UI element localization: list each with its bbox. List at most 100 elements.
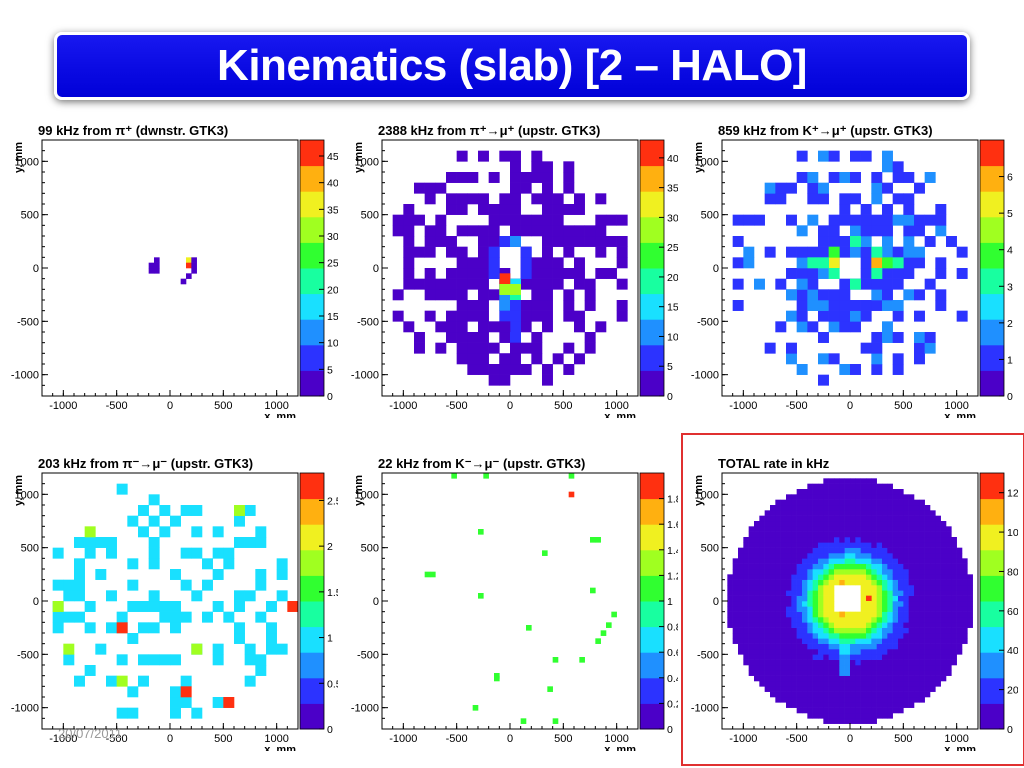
heatmap-cell	[860, 214, 872, 226]
heatmap-cell	[844, 627, 851, 634]
colorbar-tick-label: 0.8	[667, 622, 678, 634]
heatmap-cell	[956, 627, 963, 634]
heatmap-cell	[956, 595, 963, 602]
heatmap-cell	[940, 569, 947, 575]
heatmap-cell	[403, 236, 415, 247]
heatmap-cell	[892, 172, 904, 183]
heatmap-cell	[871, 214, 883, 226]
heatmap-cell	[84, 547, 96, 559]
heatmap-cell	[924, 579, 931, 586]
heatmap-cell	[770, 595, 776, 602]
heatmap-cell	[743, 537, 749, 543]
heatmap-cell	[786, 633, 792, 639]
x-tick-label: -500	[446, 400, 468, 412]
x-tick-label: -1000	[49, 400, 77, 412]
heatmap-cell	[855, 643, 861, 650]
heatmap-cell	[919, 590, 925, 596]
heatmap-cell	[802, 707, 808, 714]
heatmap-cell	[834, 633, 840, 639]
heatmap-cell	[796, 681, 803, 687]
heatmap-cell	[892, 670, 899, 676]
heatmap-cell	[823, 558, 829, 564]
heatmap-cell	[860, 204, 872, 215]
colorbar-segment	[640, 370, 664, 397]
heatmap-cell	[962, 611, 968, 618]
heatmap-cell	[887, 649, 893, 655]
colorbar-segment	[980, 626, 1004, 653]
heatmap-cell	[866, 681, 872, 687]
heatmap-cell	[791, 659, 797, 666]
heatmap-cell	[962, 617, 968, 623]
heatmap-cell	[850, 521, 856, 527]
heatmap-cell	[170, 611, 181, 623]
heatmap-cell	[74, 537, 85, 548]
heatmap-cell	[786, 521, 792, 527]
colorbar-tick-label: 10	[667, 331, 678, 343]
heatmap-cell	[898, 606, 904, 612]
heatmap-cell	[732, 236, 744, 247]
heatmap-cell	[802, 601, 808, 607]
heatmap-cell	[866, 569, 872, 575]
y-tick-label: -500	[17, 316, 39, 328]
heatmap-cell	[786, 654, 792, 660]
heatmap-cell	[866, 574, 872, 580]
heatmap-cell	[935, 611, 941, 618]
heatmap-cell	[828, 289, 840, 301]
heatmap-cell	[914, 246, 925, 258]
heatmap-cell	[531, 161, 543, 173]
heatmap-cell	[764, 563, 771, 570]
heatmap-cell	[802, 510, 808, 516]
heatmap-cell	[882, 633, 888, 639]
heatmap-cell	[732, 569, 739, 575]
heatmap-cell	[748, 569, 755, 575]
heatmap-cell	[860, 483, 867, 490]
heatmap-cell	[786, 569, 792, 575]
heatmap-cell	[191, 257, 197, 263]
heatmap-cell	[754, 622, 760, 628]
heatmap-cell	[180, 579, 192, 591]
heatmap-cell	[818, 489, 824, 495]
heatmap-cell	[818, 713, 824, 719]
heatmap-cell	[563, 204, 575, 215]
heatmap-cell	[234, 622, 245, 634]
heatmap-cell	[823, 505, 829, 511]
heatmap-cell	[962, 622, 968, 628]
heatmap-cell	[914, 574, 920, 580]
heatmap-cell	[738, 563, 744, 570]
colorbar-tick-label: 10	[327, 338, 338, 350]
heatmap-cell	[839, 649, 845, 655]
heatmap-cell	[924, 670, 931, 676]
heatmap-cell	[850, 691, 856, 698]
heatmap-cell	[796, 702, 803, 708]
heatmap-cell	[424, 246, 436, 258]
heatmap-cell	[823, 713, 829, 719]
heatmap-cell	[887, 569, 893, 575]
heatmap-cell	[903, 547, 909, 554]
heatmap-cell	[802, 681, 808, 687]
heatmap-cell	[584, 332, 596, 343]
heatmap-cell	[770, 617, 776, 623]
heatmap-cell	[520, 182, 532, 194]
heatmap-cell	[748, 633, 755, 639]
heatmap-cell	[818, 649, 824, 655]
heatmap-cell	[850, 670, 856, 676]
heatmap-cell	[839, 691, 845, 698]
heatmap-cell	[818, 150, 829, 162]
heatmap-cell	[770, 505, 776, 511]
heatmap-cell	[791, 558, 797, 564]
heatmap-cell	[834, 489, 840, 495]
heatmap-cell	[796, 574, 803, 580]
heatmap-cell	[834, 686, 840, 692]
y-tick-label: 500	[361, 543, 379, 555]
heatmap-cell	[796, 510, 803, 516]
heatmap-cell	[266, 622, 277, 634]
heatmap-cell	[796, 617, 803, 623]
heatmap-cell	[935, 569, 941, 575]
heatmap-cell	[908, 595, 915, 602]
heatmap-cell	[828, 225, 840, 237]
heatmap-cell	[759, 547, 765, 554]
heatmap-cell	[796, 289, 808, 301]
heatmap-cell	[892, 558, 899, 564]
heatmap-cell	[780, 691, 787, 698]
heatmap-cell	[732, 579, 739, 586]
